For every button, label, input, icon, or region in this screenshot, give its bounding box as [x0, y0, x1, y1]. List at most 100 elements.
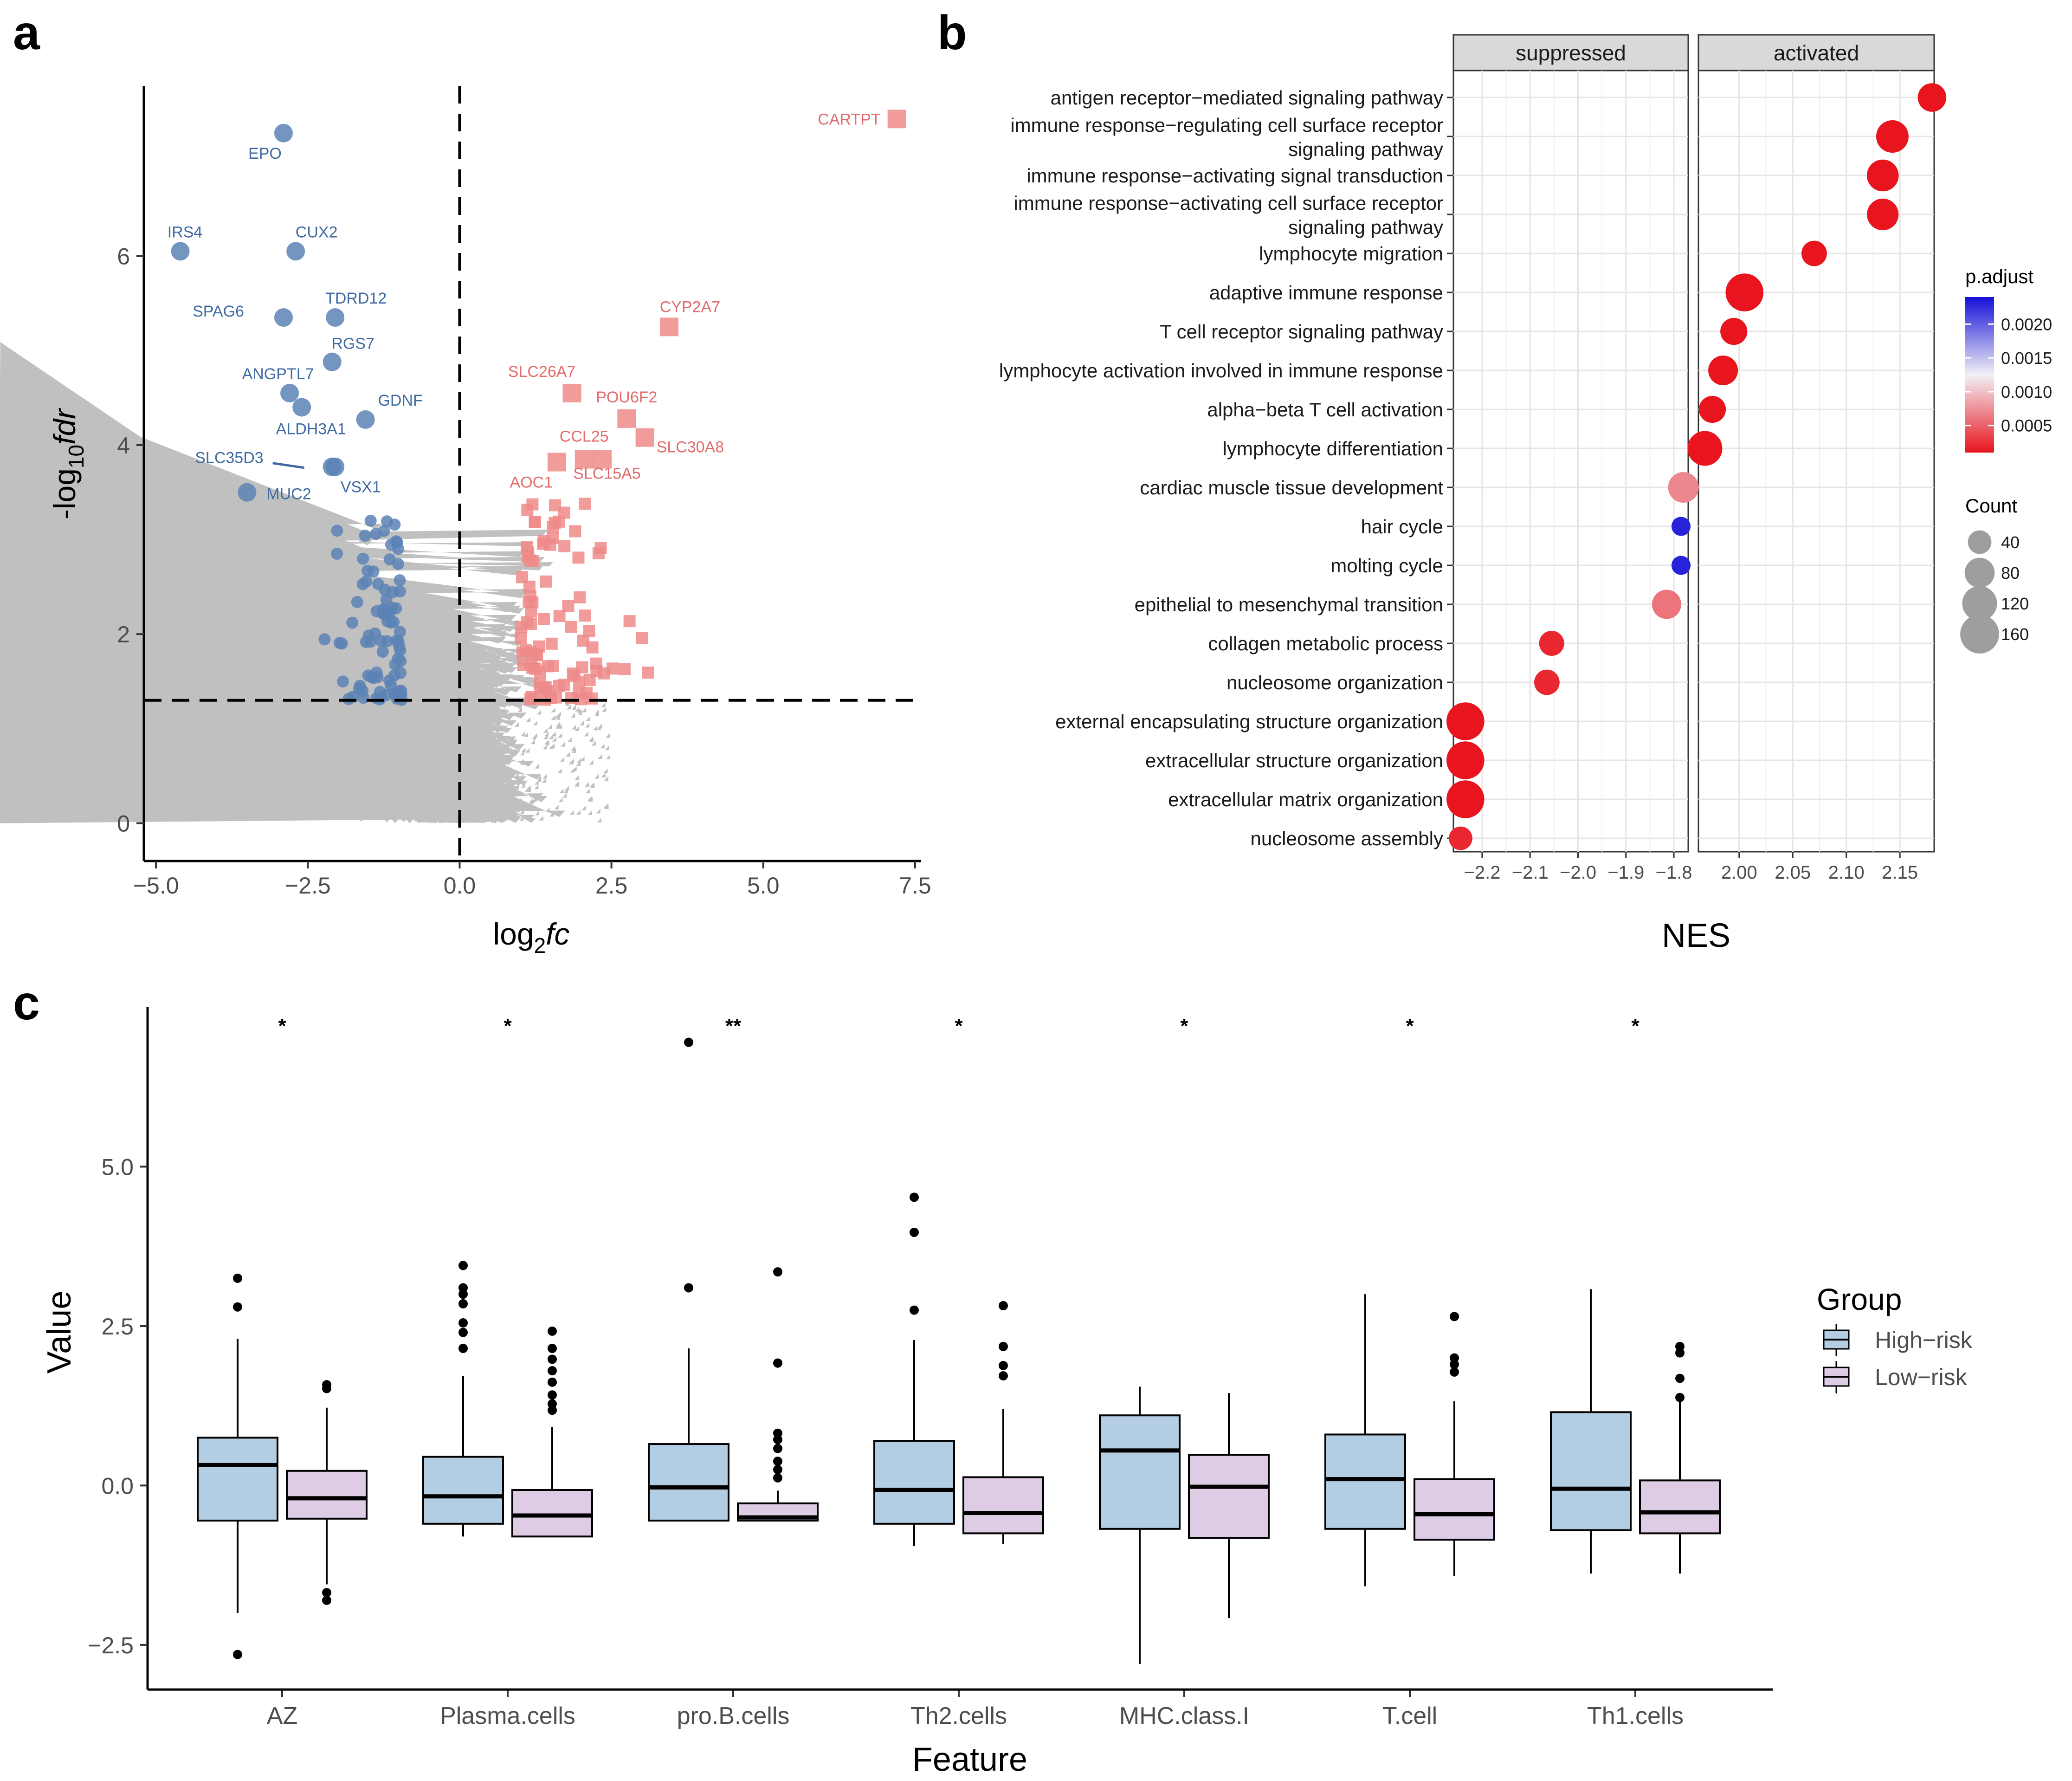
ns-point — [361, 744, 365, 749]
up-point — [529, 516, 541, 528]
ns-point — [309, 753, 313, 758]
legend-key-label: High−risk — [1875, 1327, 1973, 1353]
boxplot: AZ Plasma.cells pro.B.cells Th2.cells MHC.cl… — [41, 1007, 1973, 1778]
volcano-y-tick-label: 2 — [117, 622, 130, 648]
up-point — [583, 625, 595, 637]
ns-point — [308, 790, 312, 795]
up-point — [537, 535, 550, 547]
facet-strip-label: activated — [1774, 41, 1859, 65]
gsea-dot — [1876, 120, 1909, 153]
facet-x-tick-label: −2.0 — [1560, 862, 1596, 883]
count-key-label: 80 — [2001, 563, 2020, 583]
ns-point — [515, 784, 519, 790]
gsea-dot — [1446, 780, 1485, 818]
up-point — [528, 692, 541, 705]
labeled-up-point — [659, 317, 678, 337]
down-point — [394, 574, 406, 587]
down-point — [331, 548, 343, 560]
ns-point — [313, 762, 318, 767]
down-point — [331, 525, 343, 537]
ns-point — [555, 724, 560, 729]
volcano-background-points — [0, 342, 611, 823]
ns-point — [398, 764, 403, 769]
facet-x-tick-label: −2.2 — [1464, 862, 1500, 883]
up-point — [529, 662, 542, 675]
gene-label: EPO — [248, 145, 282, 162]
ns-point — [339, 797, 343, 803]
ns-point — [519, 816, 524, 821]
ns-point — [321, 707, 326, 712]
padj-tick-label: 0.0005 — [2001, 416, 2052, 435]
gsea-dot — [1867, 198, 1899, 231]
ns-point — [398, 806, 402, 811]
ns-point — [383, 794, 387, 799]
boxplot-x-tick-label: pro.B.cells — [677, 1703, 790, 1729]
ns-point — [574, 775, 579, 780]
down-point — [383, 674, 395, 687]
gsea-dot — [1449, 826, 1472, 850]
ns-point — [388, 720, 393, 725]
box-iqr — [1414, 1478, 1495, 1541]
ns-point — [569, 810, 574, 815]
count-key-dot — [1964, 557, 1995, 588]
volcano-x-tick-label: −5.0 — [133, 873, 179, 899]
ns-point — [518, 704, 523, 709]
down-point — [394, 644, 407, 657]
ns-point — [521, 732, 525, 737]
up-point — [590, 665, 603, 677]
ns-point — [534, 784, 539, 790]
ns-point — [393, 759, 397, 764]
up-point — [515, 632, 527, 644]
volcano-plot: EPO IRS4 CUX2 SPAG6 TDRD12 RGS7 ANGPTL7 GDNF ALD… — [0, 86, 931, 958]
labeled-up-point — [617, 409, 636, 428]
ns-point — [386, 715, 391, 720]
term-label: T cell receptor signaling pathway — [1160, 321, 1443, 343]
ns-point — [548, 724, 552, 729]
ns-point — [571, 712, 575, 718]
ns-point — [570, 768, 574, 773]
labeled-down-point — [280, 383, 299, 402]
box-outlier — [322, 1595, 331, 1605]
boxplot-x-tick-label: T.cell — [1382, 1703, 1437, 1729]
ns-point — [349, 751, 354, 756]
ns-point — [531, 735, 536, 740]
ns-point — [532, 797, 537, 802]
term-label: lymphocyte activation involved in immune… — [999, 360, 1443, 382]
down-point — [377, 607, 389, 620]
ns-point — [604, 776, 608, 781]
gsea-dotplot: suppressed −2.2 −2.1 −2.0 −1.9 −1.8 activated 2… — [999, 34, 2052, 954]
ns-point — [521, 747, 526, 752]
ns-point — [551, 732, 556, 737]
ns-point — [557, 768, 562, 773]
ns-point — [577, 758, 581, 763]
box-outlier — [233, 1273, 242, 1283]
labeled-down-point — [323, 352, 342, 371]
ns-point — [392, 745, 397, 751]
volcano-x-tick-label: 2.5 — [595, 873, 628, 899]
ns-point — [584, 732, 588, 737]
gene-label: VSX1 — [341, 479, 381, 496]
box-iqr — [1099, 1414, 1181, 1530]
up-point — [574, 591, 586, 603]
box-outlier — [773, 1457, 782, 1466]
box-iqr — [197, 1437, 278, 1522]
box-outlier — [910, 1192, 919, 1202]
down-point — [346, 616, 359, 629]
gene-label: CUX2 — [296, 223, 338, 241]
gsea-dot — [1668, 472, 1699, 503]
box-outlier — [910, 1305, 919, 1315]
down-point — [390, 602, 402, 615]
labeled-down-point — [286, 242, 305, 261]
box-outlier — [1675, 1373, 1685, 1383]
box-outlier — [910, 1227, 919, 1237]
down-point — [374, 686, 386, 698]
gene-label: CCL25 — [560, 427, 609, 445]
significance-marker: ** — [725, 1015, 742, 1037]
ns-point — [315, 737, 320, 742]
boxplot-y-tick-label: 0.0 — [101, 1473, 134, 1499]
ns-point — [333, 797, 337, 802]
ns-point — [576, 810, 581, 815]
labeled-down-point — [238, 483, 257, 502]
box-outlier — [458, 1344, 468, 1353]
